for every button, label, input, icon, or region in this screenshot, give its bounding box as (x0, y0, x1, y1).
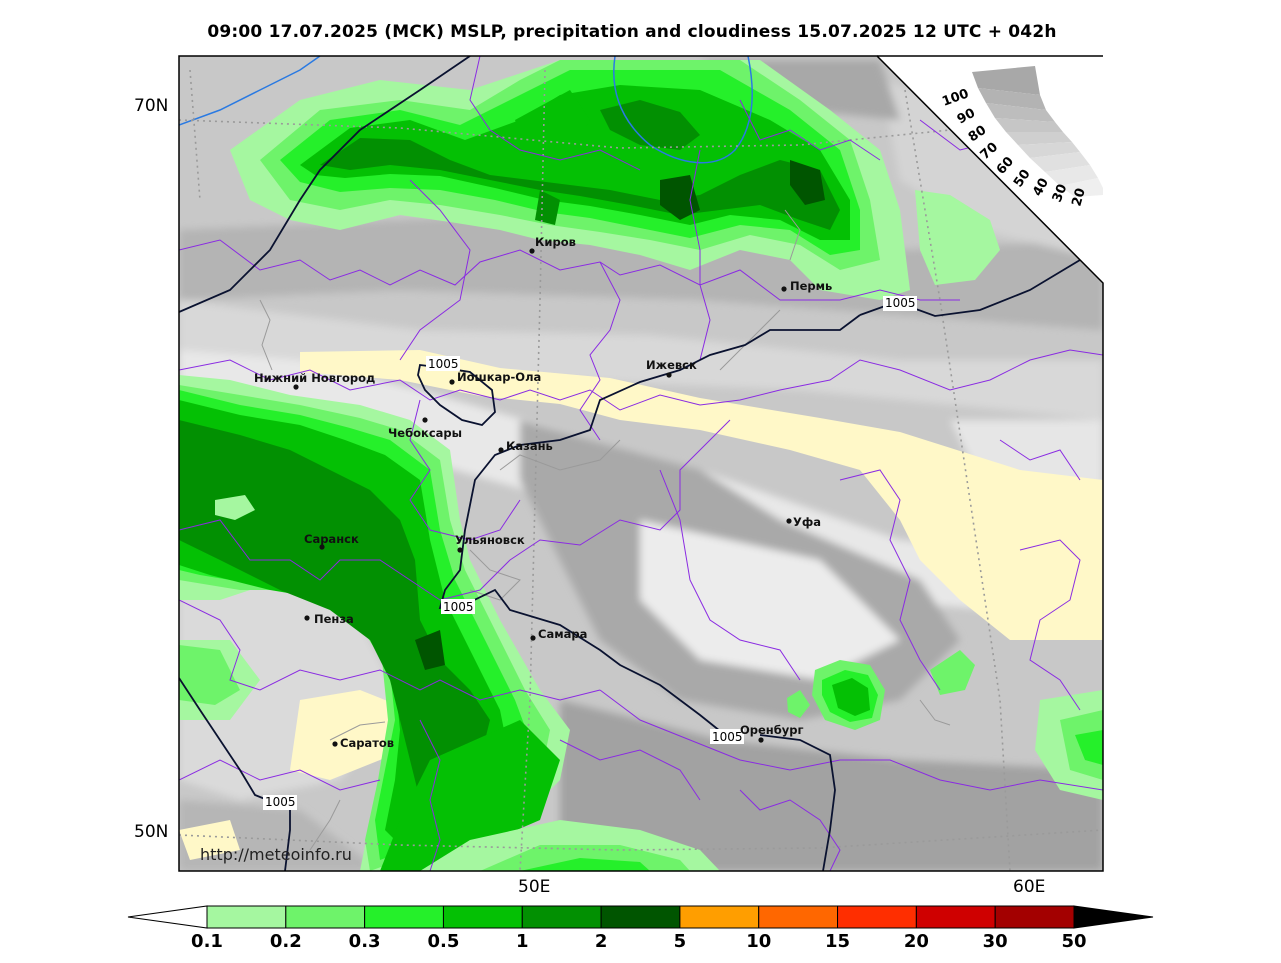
colorbar-label: 0.3 (348, 931, 381, 952)
source-url[interactable]: http://meteoinfo.ru (200, 845, 352, 864)
lat-label-50n: 50N (134, 822, 169, 842)
cloud-label-20: 20 (1069, 187, 1088, 209)
isobar-label-5: 1005 (265, 795, 296, 809)
lon-label-50e: 50E (518, 877, 551, 897)
colorbar-segment (521, 905, 602, 929)
city-kazan[interactable]: Казань (498, 439, 553, 453)
svg-text:Ульяновск: Ульяновск (455, 533, 525, 547)
city-saransk[interactable]: Саранск (304, 532, 359, 550)
svg-text:Казань: Казань (506, 439, 553, 453)
colorbar-segment (758, 905, 839, 929)
city-perm[interactable]: Пермь (781, 279, 832, 293)
colorbar-segment (915, 905, 996, 929)
cities: Киров Пермь Ижевск Нижний Новгород Йошка… (254, 235, 832, 750)
map-field: 1005 1005 1005 1005 1005 Киров Пермь Иже… (179, 56, 1103, 871)
city-nizhny-novgorod[interactable]: Нижний Новгород (254, 371, 375, 390)
colorbar-segment (994, 905, 1075, 929)
cloud-label-80: 80 (966, 123, 989, 146)
svg-text:Оренбург: Оренбург (740, 723, 804, 737)
colorbar-segment (837, 905, 917, 929)
isobar-label-3: 1005 (443, 600, 474, 614)
city-penza[interactable]: Пенза (304, 612, 354, 626)
precip-colorbar (127, 905, 1154, 929)
coastlines (179, 56, 753, 164)
colorbar-label: 50 (1061, 931, 1087, 952)
isobars (179, 56, 1081, 871)
city-orenburg[interactable]: Оренбург (740, 723, 804, 743)
colorbar-label: 30 (982, 931, 1008, 952)
city-saratov[interactable]: Саратов (332, 736, 394, 750)
cloud-label-30: 30 (1050, 182, 1071, 204)
cloud-label-70: 70 (978, 140, 1001, 163)
isobar-label-4: 1005 (712, 730, 743, 744)
isobar-label-2: 1005 (885, 296, 916, 310)
colorbar-label: 0.1 (191, 931, 223, 952)
cloud-label-60: 60 (994, 154, 1017, 177)
colorbar-segment (600, 905, 681, 929)
cloud-label-90: 90 (955, 106, 978, 128)
lat-label-70n: 70N (134, 96, 169, 116)
isobar-label-1: 1005 (428, 357, 459, 371)
colorbar-segment (679, 905, 760, 929)
city-cheboksary[interactable]: Чебоксары (388, 417, 462, 440)
admin-borders (179, 56, 1103, 871)
colorbar-label: 20 (903, 931, 929, 952)
svg-text:Саранск: Саранск (304, 532, 359, 546)
colorbar-segment (206, 905, 287, 929)
precip-east (787, 190, 1103, 800)
svg-text:Саратов: Саратов (340, 736, 394, 750)
precip-south (420, 820, 720, 871)
isobar-labels: 1005 1005 1005 1005 1005 (263, 296, 917, 810)
map-frame (178, 55, 1104, 872)
city-kirov[interactable]: Киров (529, 235, 576, 254)
svg-text:Ижевск: Ижевск (646, 358, 697, 372)
city-yoshkar-ola[interactable]: Йошкар-Ола (449, 369, 541, 385)
precip-west (179, 375, 570, 871)
city-izhevsk[interactable]: Ижевск (646, 358, 697, 378)
city-ufa[interactable]: Уфа (786, 515, 821, 529)
lon-label-60e: 60E (1013, 877, 1046, 897)
svg-text:Самара: Самара (538, 627, 587, 641)
cloudiness-scale: 100 90 80 70 60 50 40 30 20 (940, 66, 1103, 208)
svg-text:Чебоксары: Чебоксары (388, 426, 462, 440)
svg-text:Нижний Новгород: Нижний Новгород (254, 371, 375, 385)
precip-north (230, 60, 910, 300)
colorbar-segment (285, 905, 366, 929)
colorbar-label: 0.2 (269, 931, 302, 952)
colorbar-segment (364, 905, 444, 929)
colorbar-low-arrow (127, 905, 208, 929)
cloud-label-50: 50 (1011, 167, 1034, 190)
cloud-label-40: 40 (1030, 176, 1052, 199)
colorbar-label: 10 (746, 931, 772, 952)
svg-text:Йошкар-Ола: Йошкар-Ола (457, 369, 541, 384)
svg-text:Пермь: Пермь (790, 279, 832, 293)
graticule (179, 69, 1103, 871)
rivers (259, 209, 951, 851)
colorbar-high-arrow (1073, 905, 1154, 929)
map-title: 09:00 17.07.2025 (МСК) MSLP, precipitati… (207, 22, 1057, 42)
svg-text:Пенза: Пенза (314, 612, 354, 626)
cloud-label-100: 100 (940, 86, 971, 109)
svg-text:Киров: Киров (535, 235, 576, 249)
colorbar-label: 1 (516, 931, 529, 952)
colorbar-segment (442, 905, 523, 929)
colorbar-label: 5 (673, 931, 687, 952)
colorbar-label: 0.5 (427, 931, 460, 952)
colorbar-label: 15 (825, 931, 851, 952)
city-ulyanovsk[interactable]: Ульяновск (455, 533, 525, 553)
svg-text:Уфа: Уфа (793, 515, 821, 529)
colorbar-label: 2 (594, 931, 608, 952)
city-samara[interactable]: Самара (530, 627, 587, 641)
